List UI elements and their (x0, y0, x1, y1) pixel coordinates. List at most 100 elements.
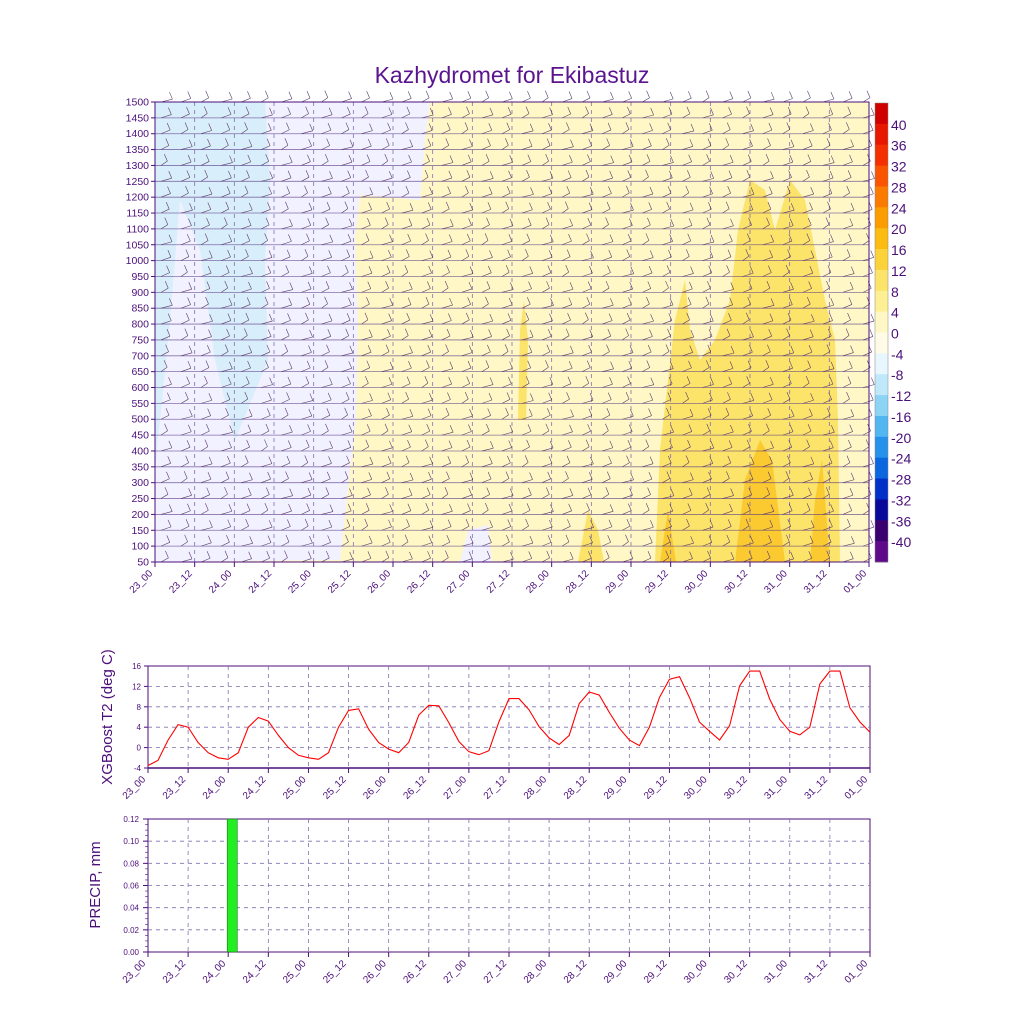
wind-barb-flag (366, 90, 370, 99)
wind-barb (842, 510, 852, 515)
wind-barb (381, 129, 391, 135)
wind-barb-flag (244, 391, 249, 400)
wind-barb (742, 113, 750, 119)
wind-barb-flag (467, 233, 471, 241)
wind-barb-flag (269, 171, 274, 179)
wind-barb (662, 541, 671, 547)
wind-barb-flag (367, 217, 371, 226)
wind-barb-flag (685, 455, 690, 463)
wind-barb-flag (329, 377, 333, 385)
wind-barb-flag (646, 90, 650, 98)
wind-barb (862, 224, 871, 230)
wind-barb (862, 145, 872, 150)
wind-barb-flag (649, 329, 653, 337)
wind-barb-flag (748, 281, 753, 289)
colorbar-swatch (875, 123, 888, 146)
wind-barb-flag (790, 203, 795, 211)
wind-barb-flag (186, 376, 190, 384)
wind-barb (702, 114, 714, 119)
wind-barb (762, 526, 773, 531)
height-tick-label: 600 (131, 382, 149, 394)
wind-barb (381, 114, 392, 119)
wind-barb-flag (388, 170, 393, 179)
wind-barb-flag (426, 360, 430, 368)
wind-barb (562, 526, 571, 531)
wind-barb-flag (548, 456, 553, 464)
wind-barb (762, 193, 773, 198)
wind-barb-flag (750, 393, 755, 401)
top-x-tick-label: 26_12 (405, 568, 433, 596)
t2-y-tick-label: 4 (137, 723, 142, 732)
wind-barb (301, 145, 312, 150)
wind-barb (742, 494, 752, 499)
wind-barb-flag (827, 407, 831, 416)
wind-barb-flag (288, 297, 293, 306)
wind-barb (662, 320, 672, 325)
wind-barb (321, 447, 333, 452)
wind-barb-flag (547, 535, 552, 543)
wind-barb-flag (268, 456, 273, 464)
wind-barb-flag (428, 472, 432, 480)
wind-barb-flag (587, 424, 591, 432)
wind-barb (361, 367, 370, 372)
wind-barb (682, 192, 690, 198)
wind-barb (541, 430, 550, 436)
wind-barb (321, 256, 332, 261)
wind-barb-flag (850, 472, 855, 480)
wind-barb (401, 177, 411, 182)
wind-barb-flag (328, 313, 333, 321)
wind-barb-flag (848, 503, 853, 511)
wind-barb-flag (806, 169, 810, 178)
wind-barb (682, 113, 691, 119)
wind-barb (461, 192, 469, 198)
wind-barb (862, 336, 873, 341)
wind-barb (521, 176, 530, 182)
wind-barb (602, 162, 614, 166)
wind-barb (742, 130, 754, 135)
wind-barb (301, 400, 313, 404)
wind-barb-flag (306, 297, 311, 305)
wind-barb-flag (166, 122, 171, 131)
wind-barb-flag (785, 264, 790, 273)
wind-barb (200, 240, 209, 246)
wind-barb-flag (524, 455, 529, 463)
wind-barb-flag (268, 392, 272, 401)
wind-barb (822, 272, 832, 277)
wind-barb-flag (349, 282, 353, 290)
wind-barb-flag (407, 503, 412, 511)
wind-barb (642, 240, 650, 246)
wind-barb-flag (345, 328, 350, 336)
wind-barb-flag (706, 154, 710, 162)
wind-barb (662, 98, 674, 103)
wind-barb (180, 462, 189, 468)
wind-barb-flag (767, 471, 772, 479)
wind-barb (160, 351, 169, 357)
wind-barb (401, 256, 410, 261)
wind-barb-flag (547, 408, 551, 416)
wind-barb (582, 240, 590, 246)
wind-barb (481, 478, 492, 483)
t2-x-tick-label: 29_00 (602, 774, 630, 802)
wind-barb (742, 367, 752, 372)
wind-barb-flag (248, 139, 253, 147)
wind-barb-flag (529, 329, 534, 338)
wind-barb-flag (468, 218, 472, 226)
wind-barb (441, 225, 454, 230)
t2-x-axis: 23_00 23_12 24_00 24_12 25_00 25_12 26_00 26_12… (121, 768, 871, 802)
wind-barb (361, 97, 370, 103)
wind-barb (361, 319, 369, 325)
wind-barb-flag (807, 90, 811, 99)
wind-barb (461, 240, 471, 246)
wind-barb (562, 510, 572, 515)
wind-barb-flag (490, 441, 494, 449)
wind-barb (461, 304, 471, 309)
wind-barb-flag (810, 250, 815, 258)
wind-barb-flag (326, 550, 330, 559)
wind-barb-flag (669, 504, 674, 512)
wind-barb-flag (549, 440, 554, 449)
t2-y-tick-label: -4 (134, 764, 142, 773)
wind-barb (862, 542, 873, 547)
wind-barb (481, 240, 489, 246)
wind-barb (602, 493, 609, 499)
wind-barb (461, 319, 470, 325)
